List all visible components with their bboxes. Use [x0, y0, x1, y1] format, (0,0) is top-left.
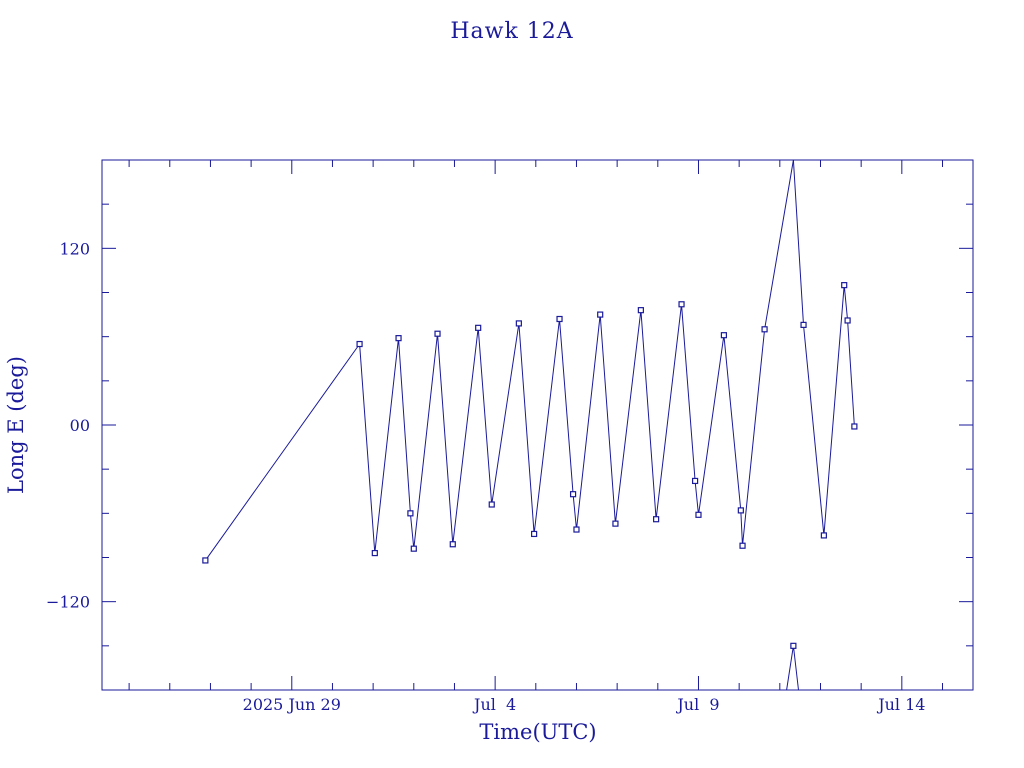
data-point — [844, 317, 851, 324]
axis-ticks — [102, 160, 973, 690]
data-point — [653, 516, 660, 523]
data-series — [202, 159, 858, 691]
data-point — [569, 491, 577, 498]
data-point — [556, 315, 563, 323]
x-axis-label: Time(UTC) — [479, 720, 596, 744]
data-point — [475, 324, 482, 331]
data-point — [820, 532, 827, 539]
data-point — [202, 557, 209, 564]
data-point — [395, 335, 402, 342]
data-point — [691, 477, 699, 485]
data-point — [612, 520, 619, 527]
data-point — [573, 526, 580, 533]
y-tick-label: −120 — [46, 593, 90, 612]
data-point — [720, 332, 728, 339]
y-axis-label: Long E (deg) — [4, 356, 28, 494]
series-line — [204, 159, 794, 561]
data-point — [356, 340, 363, 348]
y-tick-label: 120 — [59, 239, 90, 258]
data-point — [488, 501, 495, 508]
data-point — [597, 311, 604, 318]
data-point — [739, 542, 746, 549]
data-point — [678, 301, 685, 308]
data-point — [637, 307, 644, 314]
data-point — [515, 320, 522, 327]
x-tick-label: Jul 9 — [675, 695, 719, 714]
data-point — [841, 282, 848, 289]
data-point — [407, 510, 414, 517]
x-tick-label: Jul 4 — [472, 695, 516, 714]
data-point — [790, 642, 797, 649]
data-point — [737, 507, 744, 514]
data-point — [695, 511, 702, 518]
data-point — [531, 530, 538, 538]
x-tick-label: 2025 Jun 29 — [243, 695, 341, 714]
chart-title: Hawk 12A — [450, 19, 573, 44]
data-point — [761, 326, 768, 333]
data-point — [371, 549, 378, 557]
series-line — [786, 645, 799, 691]
data-point — [410, 545, 417, 552]
series-line — [792, 159, 855, 536]
tick-labels: 2025 Jun 29 Jul 4 Jul 9 Jul 14 120 00 −120 — [46, 239, 925, 714]
data-point — [800, 321, 807, 328]
plot-frame — [101, 159, 974, 691]
data-point — [851, 423, 858, 430]
data-point — [434, 330, 441, 337]
x-tick-label: Jul 14 — [876, 695, 925, 714]
data-point — [449, 541, 456, 548]
y-tick-label: 00 — [70, 416, 90, 435]
